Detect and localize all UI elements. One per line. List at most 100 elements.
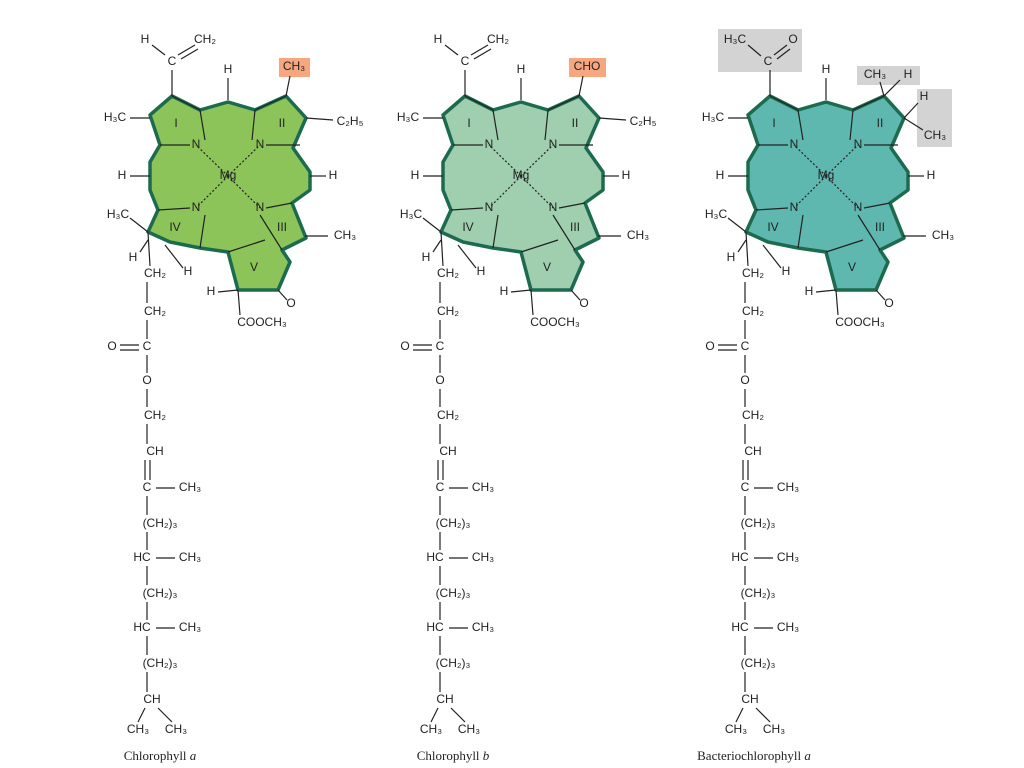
- atom-label: C: [143, 480, 152, 494]
- substituent-label: CH₃: [924, 128, 946, 142]
- substituent-label: C₂H₅: [630, 114, 657, 128]
- atom-label: CH₃: [627, 228, 649, 242]
- atom-label: H: [184, 264, 193, 278]
- substituent-label: C₂H₅: [337, 114, 364, 128]
- atom-label: CH₃: [472, 550, 494, 564]
- substituent-label: H₃C: [724, 32, 747, 46]
- bond: [737, 239, 747, 253]
- macrocycle: [744, 94, 910, 292]
- macrocycle: [439, 94, 605, 292]
- bond: [815, 289, 837, 293]
- bond: [879, 81, 885, 97]
- atom-label: N: [854, 200, 863, 214]
- atom-label: Mg: [220, 168, 237, 182]
- atom-label: H: [500, 284, 509, 298]
- bond: [440, 231, 444, 267]
- atom-label: II: [877, 116, 884, 130]
- bond: [151, 44, 166, 56]
- coordination-bond: [227, 175, 261, 209]
- atom-label: (CH₂)₃: [143, 586, 178, 600]
- substituent-label: H: [920, 89, 929, 103]
- bond: [444, 44, 459, 56]
- bond: [762, 244, 782, 269]
- atom-label: CH₃: [127, 722, 149, 736]
- atom-label: (CH₂)₃: [436, 656, 471, 670]
- atom-label: CH₃: [165, 722, 187, 736]
- bond: [227, 239, 266, 253]
- atom-label: CH₂: [437, 408, 459, 422]
- atom-label: H: [207, 284, 216, 298]
- atom-label: CH: [436, 692, 453, 706]
- atom-label: O: [142, 373, 151, 387]
- atom-label: CH: [143, 692, 160, 706]
- bond: [797, 214, 804, 249]
- atom-label: H: [927, 168, 936, 182]
- atom-label: H: [727, 250, 736, 264]
- atom-label: COOCH₃: [237, 315, 287, 329]
- atom-label: CH₂: [742, 408, 764, 422]
- bond: [265, 202, 293, 209]
- coordination-bond: [488, 175, 522, 209]
- caption-variant: a: [804, 748, 811, 763]
- caption: Bacteriochlorophyll a: [697, 748, 811, 763]
- bond: [510, 289, 532, 293]
- coordination-bond: [793, 144, 827, 177]
- atom-label: O: [579, 296, 588, 310]
- atom-label: O: [107, 339, 116, 353]
- atom-label: CH₂: [437, 266, 459, 280]
- atom-label: CH₂: [437, 304, 459, 318]
- coordination-bond: [227, 144, 261, 177]
- bond: [217, 289, 239, 293]
- atom-label: H: [622, 168, 631, 182]
- atom-label: H: [782, 264, 791, 278]
- atom-label: H: [822, 62, 831, 76]
- atom-label: H: [422, 250, 431, 264]
- bond: [147, 231, 151, 267]
- bond: [164, 244, 184, 269]
- atom-label: H: [411, 168, 420, 182]
- atom-label: (CH₂)₃: [143, 656, 178, 670]
- macrocycle: [146, 94, 312, 292]
- atom-label: (CH₂)₃: [741, 656, 776, 670]
- highlight-box: [569, 58, 606, 77]
- bond: [755, 207, 789, 211]
- atom-label: O: [740, 373, 749, 387]
- atom-label: H: [716, 168, 725, 182]
- atom-label: CH₃: [932, 228, 954, 242]
- coordination-bond: [195, 144, 229, 177]
- atom-label: O: [705, 339, 714, 353]
- atom-label: N: [256, 137, 265, 151]
- atom-label: H₃C: [104, 110, 127, 124]
- atom-label: H: [517, 62, 526, 76]
- atom-label: N: [790, 200, 799, 214]
- atom-label: C: [436, 480, 445, 494]
- bond: [773, 44, 788, 56]
- substituent-label: CH₃: [283, 59, 305, 73]
- bond: [520, 239, 559, 253]
- atom-label: (CH₂)₃: [741, 516, 776, 530]
- bond: [825, 239, 864, 253]
- substituent-label: C: [168, 54, 177, 68]
- bond: [598, 117, 627, 121]
- atom-label: O: [400, 339, 409, 353]
- atom-label: HC: [731, 620, 749, 634]
- bond: [755, 707, 771, 723]
- atom-label: II: [572, 116, 579, 130]
- atom-label: CH₂: [742, 266, 764, 280]
- atom-label: CH₃: [777, 620, 799, 634]
- atom-label: H: [224, 62, 233, 76]
- atom-label: V: [250, 260, 258, 274]
- atom-label: CH: [744, 444, 761, 458]
- bond: [492, 214, 499, 249]
- atom-label: H₃C: [397, 110, 420, 124]
- substituent-label: CH₃: [864, 67, 886, 81]
- atom-label: N: [485, 200, 494, 214]
- atom-label: III: [875, 220, 885, 234]
- substituent-label: H: [141, 32, 150, 46]
- atom-label: C: [143, 339, 152, 353]
- atom-label: N: [256, 200, 265, 214]
- atom-label: HC: [426, 550, 444, 564]
